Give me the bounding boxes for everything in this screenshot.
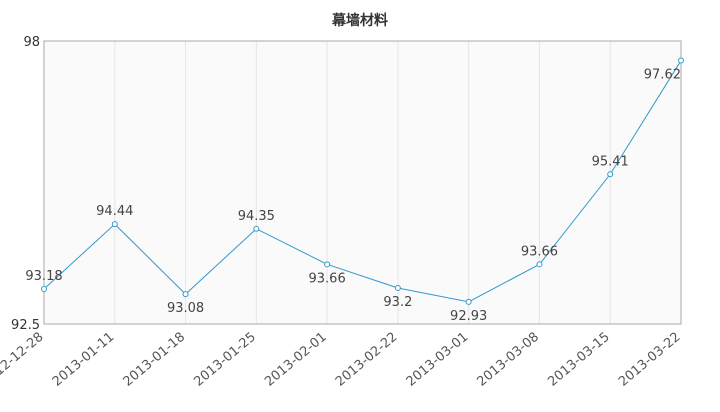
x-tick-label: 2013-03-22 bbox=[616, 330, 684, 390]
chart-title: 幕墙材料 bbox=[332, 13, 388, 29]
data-labels: 93.18 94.44 93.08 94.35 93.66 93.2 92.93 93.66 9… bbox=[25, 68, 681, 324]
data-point bbox=[41, 286, 47, 293]
series-line bbox=[43, 60, 682, 303]
x-tick-label: 2013-03-15 bbox=[545, 330, 613, 390]
data-point bbox=[111, 221, 118, 228]
x-axis: 2012-12-28 2013-01-11 2013-01-18 2013-01-25… bbox=[0, 330, 684, 390]
data-point bbox=[607, 171, 614, 178]
x-tick-label: 2012-12-28 bbox=[0, 330, 47, 390]
x-tick-label: 2013-01-25 bbox=[191, 330, 259, 390]
data-label: 93.2 bbox=[383, 295, 412, 310]
y-tick-label: 98 bbox=[23, 35, 40, 50]
y-tick-label: 92.5 bbox=[11, 318, 40, 333]
grid-lines bbox=[114, 41, 611, 324]
data-label: 95.41 bbox=[592, 154, 629, 169]
data-point bbox=[678, 57, 684, 64]
data-label: 94.35 bbox=[238, 209, 275, 224]
plot-area bbox=[44, 41, 681, 324]
data-point bbox=[182, 291, 189, 298]
plot-frame bbox=[43, 40, 682, 325]
y-axis: 98 92.5 bbox=[11, 35, 40, 333]
data-point bbox=[253, 225, 260, 232]
data-point bbox=[536, 261, 543, 268]
data-point bbox=[394, 284, 401, 291]
data-label: 93.08 bbox=[167, 301, 204, 316]
x-tick-label: 2013-01-18 bbox=[121, 330, 189, 390]
x-tick-label: 2013-03-08 bbox=[474, 330, 542, 390]
data-label: 97.62 bbox=[644, 68, 681, 83]
x-tick-label: 2013-02-01 bbox=[262, 330, 330, 390]
data-label: 93.18 bbox=[25, 269, 62, 284]
data-point bbox=[465, 298, 472, 305]
x-tick-label: 2013-03-01 bbox=[404, 330, 472, 390]
data-label: 93.66 bbox=[309, 271, 346, 286]
x-tick-label: 2013-02-22 bbox=[333, 330, 401, 390]
x-tick-label: 2013-01-11 bbox=[50, 330, 118, 390]
data-points bbox=[41, 57, 684, 305]
data-label: 94.44 bbox=[96, 204, 133, 219]
data-label: 93.66 bbox=[521, 244, 558, 259]
data-label: 92.93 bbox=[450, 309, 487, 324]
data-point bbox=[324, 261, 331, 268]
